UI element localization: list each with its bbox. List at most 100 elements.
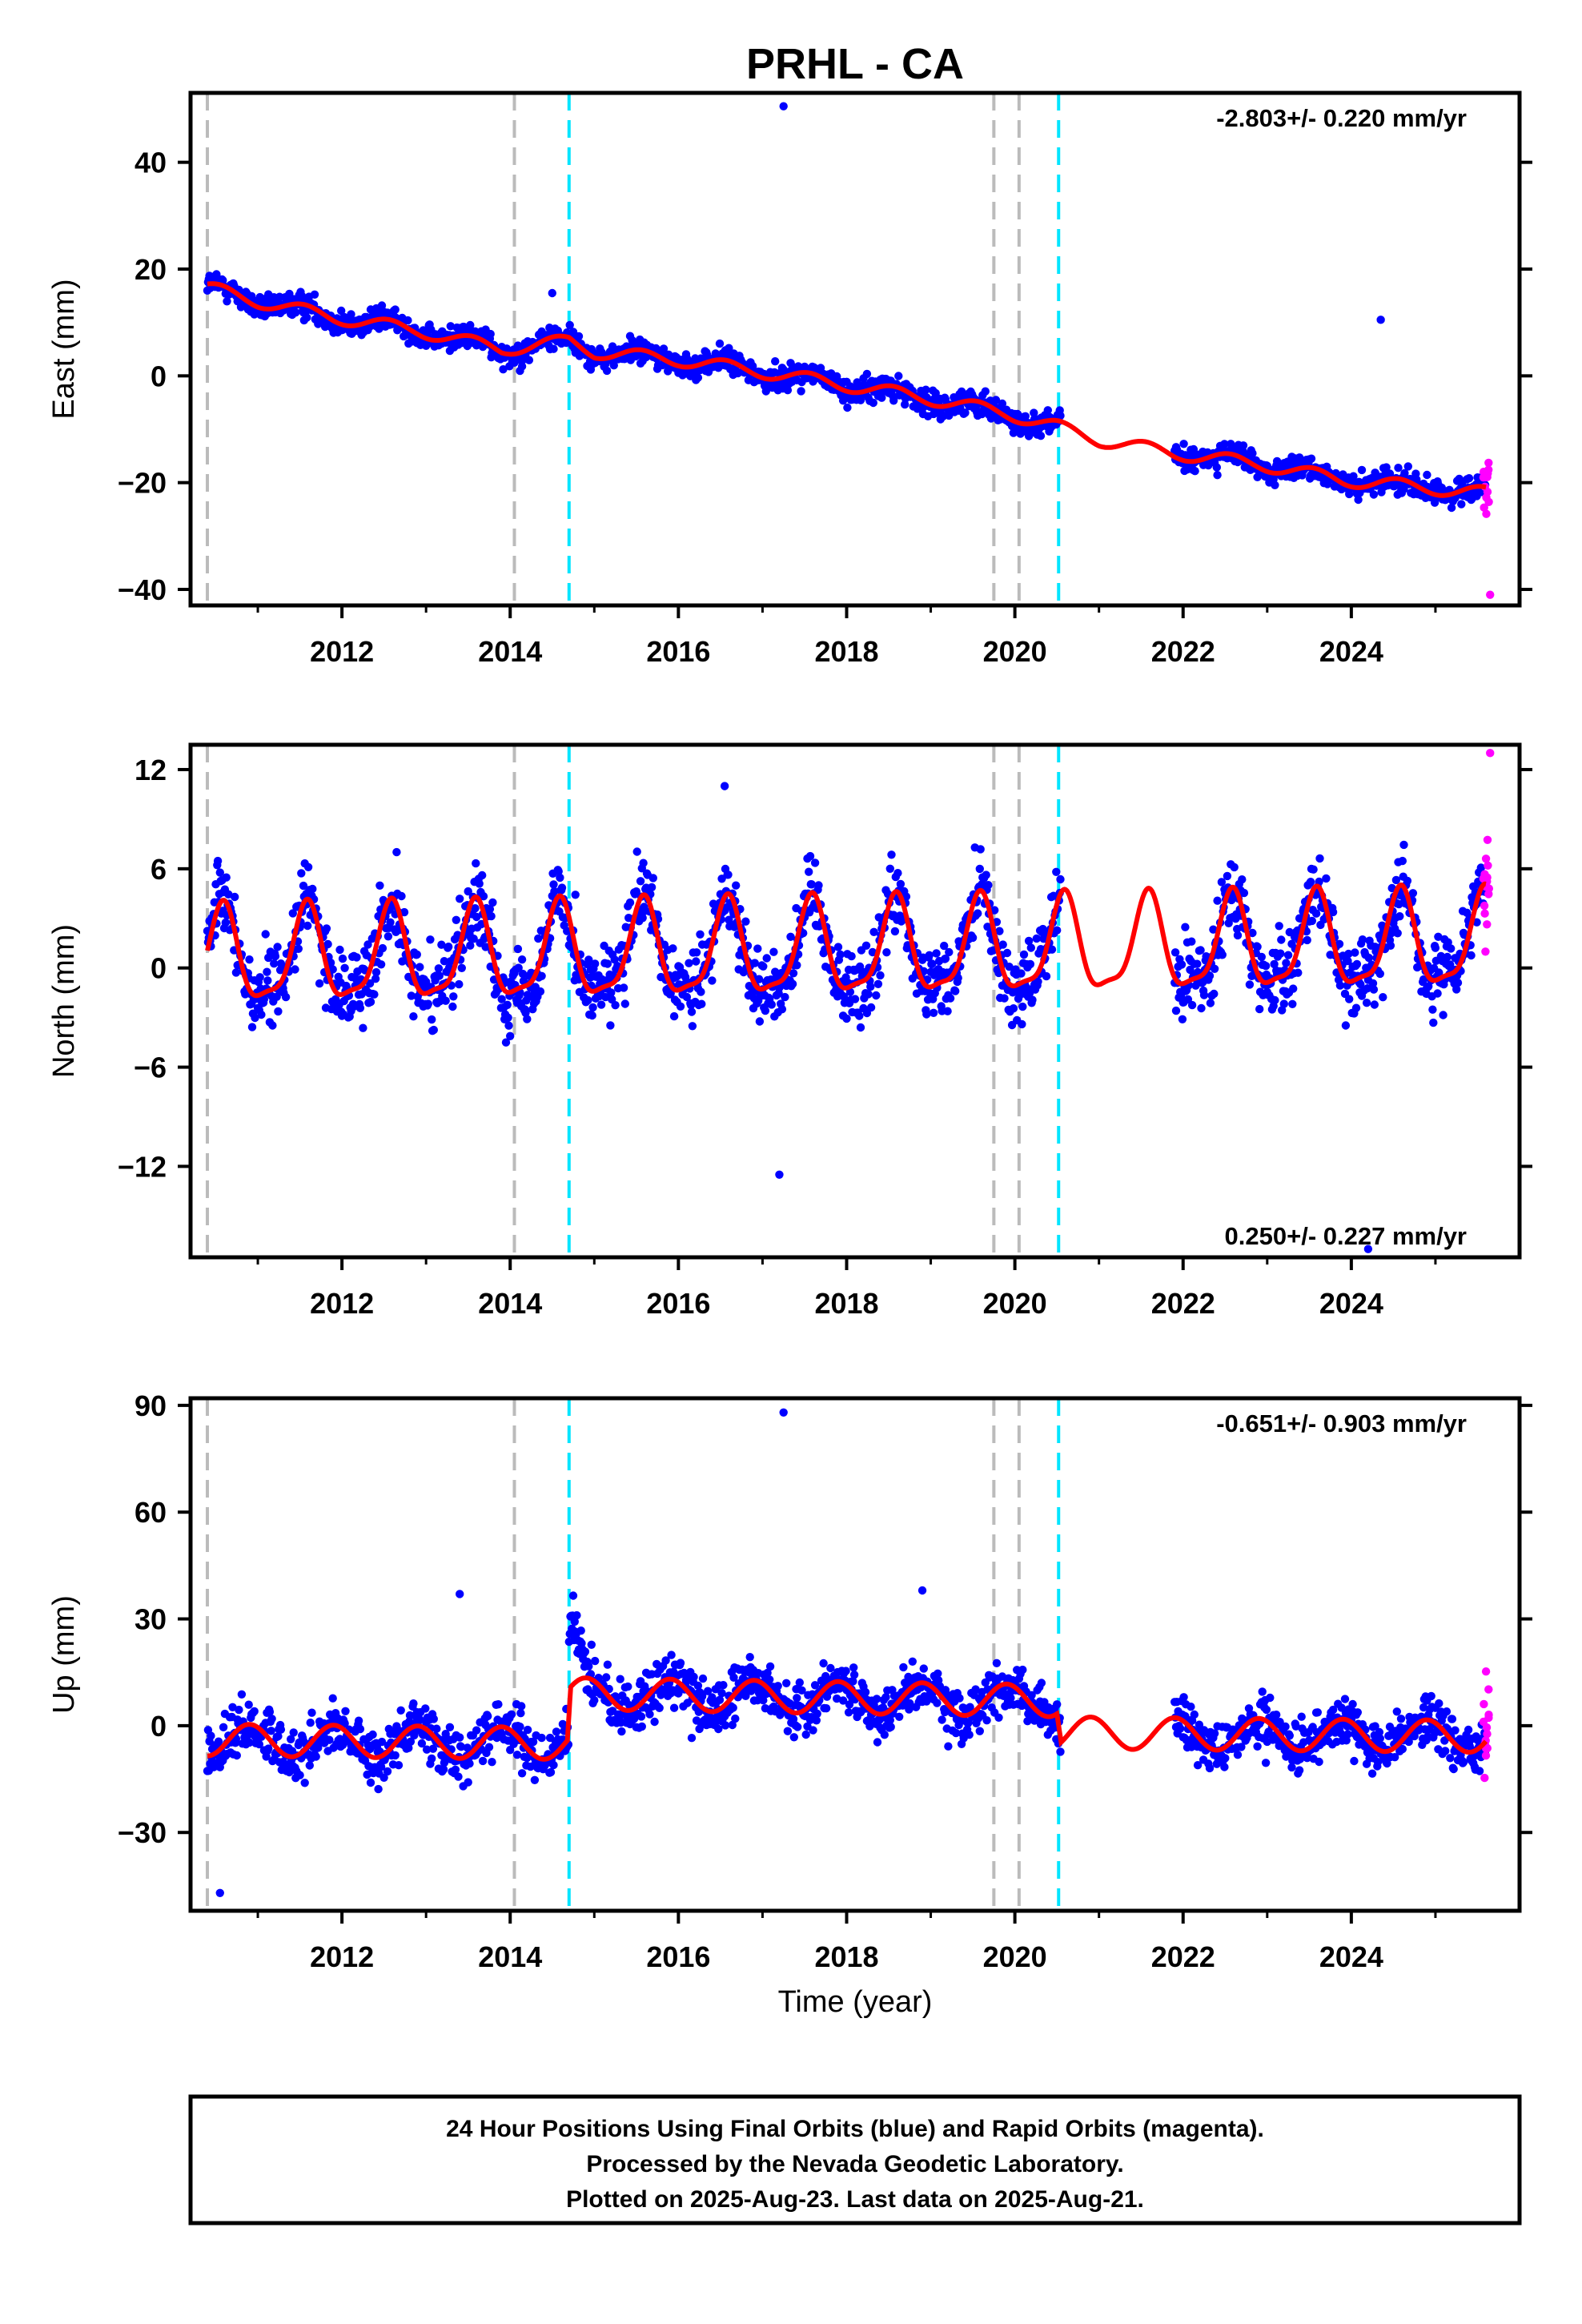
data-point (465, 1759, 474, 1768)
data-point (765, 1662, 775, 1671)
data-point (1186, 1703, 1195, 1711)
data-point (409, 1012, 418, 1021)
data-point (571, 891, 580, 899)
outlier-point-north-0 (775, 1170, 784, 1179)
data-point (383, 932, 393, 941)
rapid-point (1481, 947, 1490, 956)
data-point (512, 1751, 522, 1759)
y-tick-label-north: 12 (135, 754, 167, 786)
data-point (237, 1690, 247, 1699)
data-point (516, 1723, 524, 1731)
data-point (688, 1022, 697, 1031)
data-point (421, 1704, 430, 1713)
data-point (513, 944, 523, 954)
data-point (869, 398, 878, 408)
data-point (636, 877, 645, 886)
data-point (1210, 1729, 1219, 1738)
data-point (325, 1735, 334, 1744)
data-point (1239, 888, 1249, 898)
data-point (890, 927, 900, 936)
data-point (1266, 1693, 1275, 1703)
data-point (1398, 856, 1407, 866)
data-point (793, 961, 801, 970)
data-point (377, 301, 387, 310)
data-point (472, 858, 480, 868)
data-point (1464, 474, 1474, 483)
data-point (1018, 1019, 1026, 1029)
data-point (861, 941, 871, 951)
data-point (819, 1659, 828, 1668)
data-point (1345, 995, 1354, 1003)
data-point (1276, 949, 1285, 958)
data-point (268, 1021, 277, 1030)
data-point (872, 991, 881, 1000)
chart-title: PRHL - CA (746, 40, 964, 88)
data-point (1238, 875, 1247, 884)
data-point (1443, 952, 1452, 962)
frame-east (188, 90, 1522, 608)
data-point (448, 1002, 457, 1011)
data-point (807, 880, 816, 889)
data-point (698, 1674, 708, 1683)
data-point (568, 1591, 578, 1600)
points-east (203, 102, 1495, 599)
data-point (588, 1003, 597, 1012)
data-point (1019, 950, 1029, 959)
rapid-point (1479, 468, 1488, 476)
data-point (759, 962, 768, 971)
data-point (783, 1727, 793, 1735)
data-point (1262, 1705, 1271, 1715)
rapid-point (1480, 909, 1489, 918)
data-point (669, 944, 677, 953)
data-point (424, 999, 432, 1008)
data-point (1191, 467, 1199, 476)
data-point (1294, 968, 1303, 977)
data-point (1433, 989, 1442, 998)
data-point (645, 1710, 654, 1719)
data-point (429, 1025, 438, 1035)
rapid-point (1482, 509, 1491, 518)
data-point (517, 362, 527, 371)
data-point (1212, 463, 1222, 472)
data-point (456, 1733, 464, 1742)
data-point (862, 369, 872, 379)
data-point (1026, 943, 1036, 952)
data-point (378, 943, 387, 953)
data-point (1018, 1002, 1027, 1011)
data-point (975, 864, 985, 874)
data-point (753, 944, 762, 953)
data-point (789, 1733, 798, 1742)
data-point (667, 1651, 676, 1659)
data-point (263, 976, 272, 985)
data-point (880, 1731, 889, 1739)
data-point (1315, 1757, 1323, 1767)
data-point (303, 862, 313, 872)
data-point (692, 948, 701, 957)
data-point (1303, 935, 1311, 945)
data-point (925, 951, 934, 960)
data-point (855, 1011, 864, 1020)
data-point (1017, 969, 1026, 978)
outlier-point-east-0 (779, 102, 788, 111)
points-north (203, 749, 1495, 1253)
outlier-point-east-2 (548, 288, 556, 298)
data-point (291, 965, 299, 974)
data-point (842, 1014, 851, 1023)
data-point (250, 1707, 259, 1716)
rate-annotation-east: -2.803+/- 0.220 mm/yr (1216, 104, 1467, 132)
data-point (247, 1023, 257, 1031)
data-point (1393, 929, 1402, 938)
data-point (1367, 1769, 1377, 1778)
data-point (386, 918, 395, 927)
x-tick-label-east: 2024 (1319, 635, 1383, 668)
data-point (872, 1695, 881, 1703)
data-point (1210, 989, 1219, 999)
data-point (1258, 1687, 1267, 1696)
data-point (984, 881, 993, 890)
data-point (810, 858, 820, 867)
data-point (580, 1647, 590, 1656)
data-point (602, 1673, 611, 1682)
data-point (355, 1724, 365, 1734)
data-point (729, 1703, 737, 1712)
